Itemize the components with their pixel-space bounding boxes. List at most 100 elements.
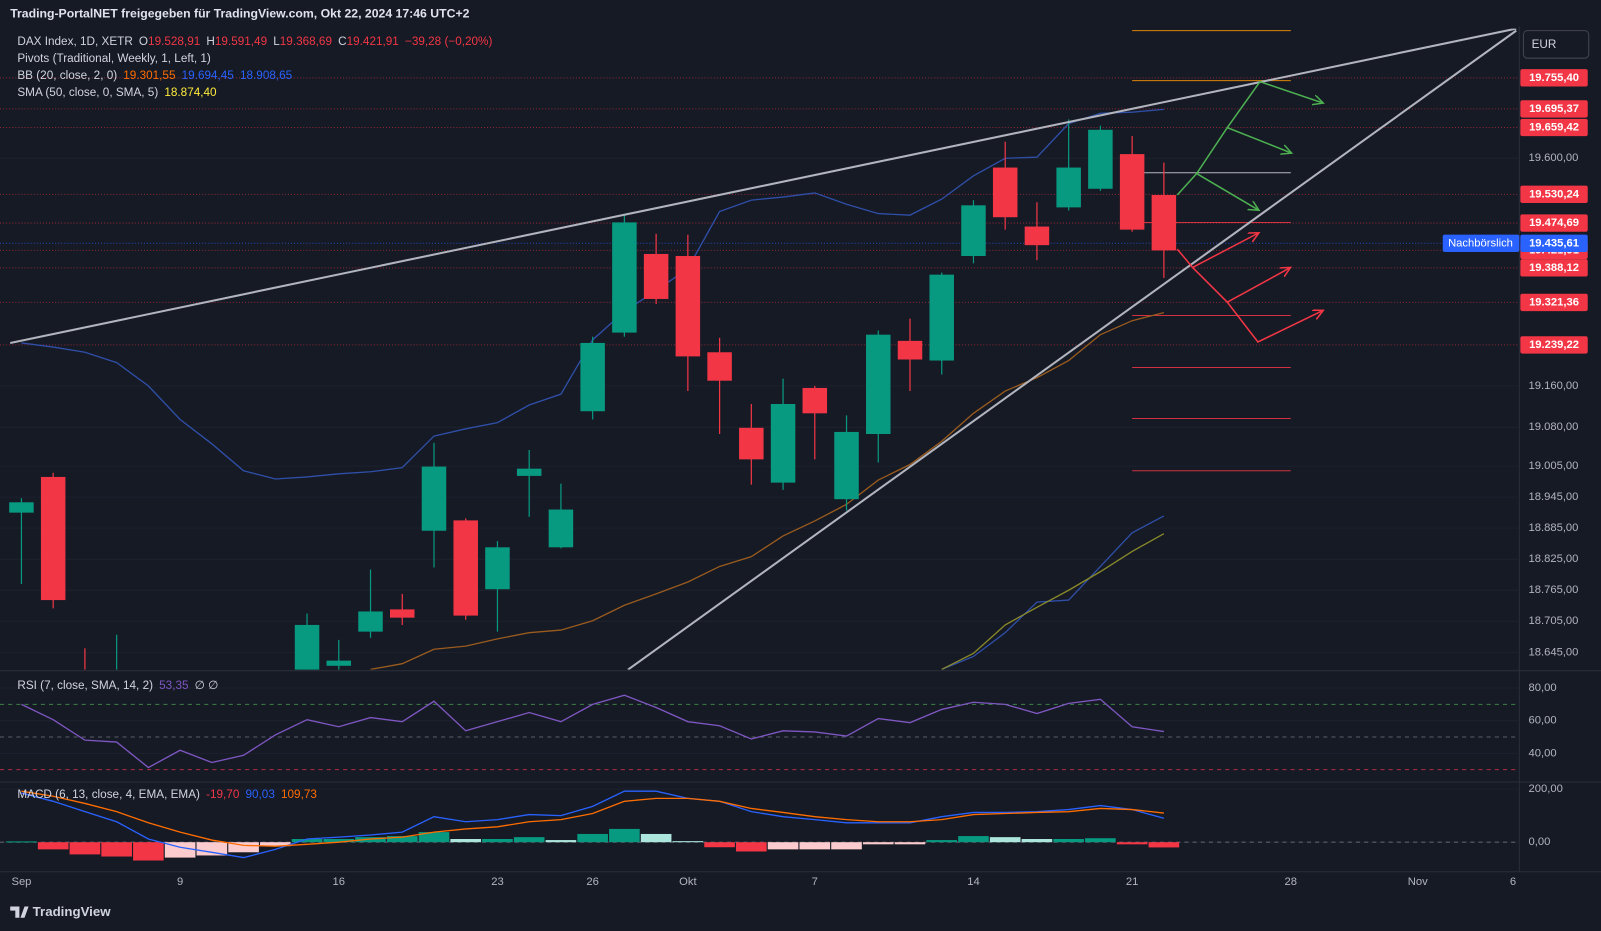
histogram-bar [450, 839, 482, 843]
legend-item: DAX Index, 1D, XETR [17, 35, 132, 48]
y-tick-label: 40,00 [1529, 747, 1557, 759]
histogram-bar [799, 842, 831, 850]
histogram-bar [704, 842, 735, 848]
histogram-bar [133, 842, 164, 861]
price-label: 19.530,24 [1529, 188, 1580, 200]
candle-body [389, 609, 415, 618]
candle-body [453, 520, 478, 616]
legend-item: SMA (50, close, 0, SMA, 5) [17, 86, 158, 99]
histogram-bar [640, 833, 672, 843]
legend-item: L [273, 35, 280, 48]
price-label: 19.755,40 [1529, 72, 1579, 84]
legend-item: Pivots (Traditional, Weekly, 1, Left, 1) [17, 52, 211, 65]
y-tick-label: 18.825,00 [1529, 553, 1579, 565]
footer-logo [10, 906, 29, 918]
legend-line: Pivots (Traditional, Weekly, 1, Left, 1) [17, 52, 211, 65]
histogram-bar [1148, 842, 1180, 848]
header-title: Trading-PortalNET freigegeben für Tradin… [10, 7, 469, 21]
x-tick-label: 14 [967, 876, 979, 888]
legend-item: −39,28 (−0,20%) [405, 35, 493, 48]
post-market-tag-box [1442, 234, 1520, 252]
legend-line: MACD (6, 13, close, 4, EMA, EMA) -19,70 90… [17, 788, 317, 801]
legend-line: SMA (50, close, 0, SMA, 5) 18.874,40 [17, 86, 217, 99]
main-pane [0, 30, 1520, 670]
histogram-bar [894, 842, 926, 845]
histogram-bar [831, 842, 862, 850]
legend-line: BB (20, close, 2, 0) 19.301,55 19.694,45 18… [17, 69, 292, 82]
indicator-line [21, 790, 1164, 847]
y-tick-label: 19.600,00 [1529, 152, 1579, 164]
currency-label[interactable]: EUR [1532, 38, 1557, 51]
candle-body [40, 476, 66, 601]
candle-body [326, 660, 352, 666]
candle-body [961, 205, 986, 257]
post-market-label-box [1520, 234, 1588, 252]
histogram-bar [862, 842, 894, 845]
x-tick-label: 16 [333, 876, 345, 888]
trendline [10, 28, 1517, 344]
projection-arrow [1227, 126, 1291, 154]
histogram-bar [37, 842, 69, 850]
candle-body [548, 509, 574, 548]
histogram-bar [6, 841, 37, 843]
price-label: 19.695,37 [1529, 103, 1579, 115]
histogram-bar [196, 842, 228, 856]
histogram-bar [577, 833, 608, 843]
legend-item: 19.528,91 [148, 35, 200, 48]
candle-body [866, 334, 891, 435]
histogram-bar [1053, 839, 1084, 843]
post-market-tag: Nachbörslich [1448, 237, 1513, 249]
price-label-box [1520, 185, 1588, 204]
currency-button[interactable] [1522, 30, 1590, 59]
indicator-line [941, 533, 1165, 670]
y-tick-label: 80,00 [1529, 682, 1557, 694]
legend-item: MACD (6, 13, close, 4, EMA, EMA) [17, 788, 200, 801]
histogram-bar [989, 837, 1021, 843]
histogram-bar [386, 836, 418, 843]
price-label-box [1520, 259, 1588, 277]
candle-body [770, 403, 796, 483]
histogram-bar [259, 842, 291, 847]
histogram-bar [958, 836, 989, 843]
price-label-box [1520, 69, 1588, 87]
macd-pane [0, 788, 1520, 861]
histogram-bar [672, 841, 704, 843]
x-tick-label: 21 [1126, 876, 1138, 888]
legend-item: 19.368,69 [280, 35, 332, 48]
histogram-bar [545, 840, 577, 843]
candle-body [992, 167, 1018, 218]
y-tick-label: 0,00 [1529, 836, 1551, 848]
histogram-bar [926, 840, 958, 843]
legend-item: 19.591,49 [215, 35, 267, 48]
legend-item: 18.908,65 [240, 69, 293, 82]
histogram-bar [767, 842, 799, 850]
price-label-box [1520, 336, 1588, 354]
y-tick-label: 200,00 [1529, 783, 1563, 795]
price-label: 19.388,12 [1529, 262, 1579, 274]
histogram-bar [1085, 838, 1116, 843]
candle-body [707, 352, 732, 381]
legend-item: 18.874,40 [164, 86, 217, 99]
candle-body [643, 253, 669, 299]
legend-line: RSI (7, close, SMA, 14, 2) 53,35 ∅ ∅ [17, 679, 218, 692]
price-label: 19.321,36 [1529, 296, 1579, 308]
candle-body [739, 427, 764, 460]
legend-line: DAX Index, 1D, XETR O19.528,91 H19.591,49 L… [17, 35, 492, 48]
candle-body [1119, 154, 1145, 230]
candle-body [675, 256, 701, 357]
projection-arrow [1192, 233, 1259, 269]
histogram-bar [164, 842, 196, 858]
candle-body [580, 342, 605, 412]
histogram-bar [609, 828, 640, 843]
y-tick-label: 60,00 [1529, 715, 1557, 727]
legend-item: -19,70 [206, 788, 240, 801]
histogram-bar [228, 842, 259, 853]
candle-body [1056, 167, 1081, 208]
drawings [10, 28, 1517, 670]
histogram-bar [513, 837, 545, 843]
price-label-box [1520, 293, 1588, 312]
y-tick-label: 19.160,00 [1529, 380, 1579, 392]
legend-item: H [206, 35, 214, 48]
legend-item: 53,35 [159, 679, 189, 692]
